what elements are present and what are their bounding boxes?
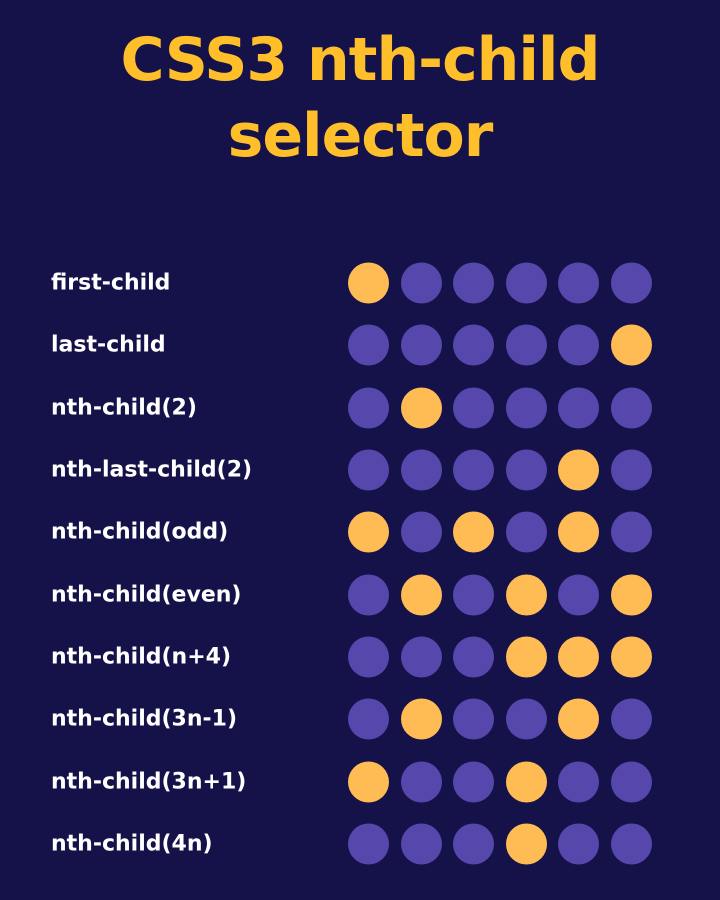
child-dots <box>348 449 652 491</box>
child-dot <box>453 761 494 803</box>
selector-label: nth-child(even) <box>51 582 242 608</box>
selector-label: first-child <box>51 270 171 296</box>
selector-row: nth-child(4n) <box>0 813 720 875</box>
child-dots <box>348 823 652 865</box>
selected-child-dot <box>400 574 442 616</box>
child-dot <box>453 387 494 429</box>
selector-label: nth-child(3n-1) <box>51 706 238 732</box>
child-dots <box>348 387 652 429</box>
selected-child-dot <box>610 574 652 616</box>
selector-row: nth-child(odd) <box>0 501 720 563</box>
child-dot <box>558 324 599 366</box>
title-line-2: selector <box>227 101 494 171</box>
child-dot <box>400 449 442 491</box>
selected-child-dot <box>348 761 389 803</box>
selector-label: nth-last-child(2) <box>51 457 253 483</box>
child-dot <box>400 636 442 678</box>
child-dot <box>348 324 389 366</box>
child-dots <box>348 511 652 553</box>
selected-child-dot <box>610 324 652 366</box>
child-dot <box>453 324 494 366</box>
selected-child-dot <box>558 698 599 740</box>
selector-label: nth-child(n+4) <box>51 644 232 670</box>
selected-child-dot <box>558 449 599 491</box>
title-line-1: CSS3 nth-child <box>120 25 601 95</box>
child-dot <box>505 262 547 304</box>
child-dots <box>348 761 652 803</box>
selector-rows: first-child last-child nth-child(2) nth-las… <box>0 252 720 875</box>
child-dot <box>610 511 652 553</box>
child-dots <box>348 698 652 740</box>
child-dot <box>400 823 442 865</box>
child-dot <box>610 761 652 803</box>
child-dot <box>505 449 547 491</box>
child-dot <box>610 387 652 429</box>
selected-child-dot <box>558 636 599 678</box>
selector-label: nth-child(2) <box>51 395 197 421</box>
child-dot <box>453 262 494 304</box>
child-dot <box>453 449 494 491</box>
child-dot <box>505 324 547 366</box>
selected-child-dot <box>505 823 547 865</box>
child-dot <box>610 698 652 740</box>
child-dot <box>400 262 442 304</box>
child-dot <box>558 823 599 865</box>
child-dot <box>348 636 389 678</box>
selector-row: nth-child(3n+1) <box>0 750 720 812</box>
child-dot <box>505 511 547 553</box>
selector-label: nth-child(4n) <box>51 831 213 857</box>
child-dot <box>610 262 652 304</box>
selector-row: nth-last-child(2) <box>0 439 720 501</box>
selector-row: first-child <box>0 252 720 314</box>
child-dot <box>348 698 389 740</box>
selector-row: last-child <box>0 314 720 376</box>
child-dot <box>348 823 389 865</box>
selected-child-dot <box>453 511 494 553</box>
child-dot <box>610 823 652 865</box>
child-dot <box>558 574 599 616</box>
selected-child-dot <box>558 511 599 553</box>
selected-child-dot <box>610 636 652 678</box>
child-dots <box>348 324 652 366</box>
selector-row: nth-child(n+4) <box>0 626 720 688</box>
selector-label: nth-child(odd) <box>51 519 229 545</box>
child-dot <box>558 761 599 803</box>
child-dot <box>400 761 442 803</box>
selected-child-dot <box>505 761 547 803</box>
child-dot <box>453 698 494 740</box>
selector-label: nth-child(3n+1) <box>51 769 247 795</box>
child-dot <box>453 574 494 616</box>
child-dots <box>348 574 652 616</box>
child-dot <box>400 324 442 366</box>
selected-child-dot <box>505 574 547 616</box>
child-dots <box>348 262 652 304</box>
child-dot <box>505 698 547 740</box>
child-dot <box>348 574 389 616</box>
child-dot <box>400 511 442 553</box>
selected-child-dot <box>400 387 442 429</box>
child-dot <box>610 449 652 491</box>
child-dot <box>558 262 599 304</box>
selector-row: nth-child(3n-1) <box>0 688 720 750</box>
child-dot <box>348 449 389 491</box>
child-dots <box>348 636 652 678</box>
selector-row: nth-child(even) <box>0 563 720 625</box>
selected-child-dot <box>348 511 389 553</box>
child-dot <box>348 387 389 429</box>
page-title: CSS3 nth-child selector <box>0 22 720 174</box>
selected-child-dot <box>505 636 547 678</box>
child-dot <box>558 387 599 429</box>
selected-child-dot <box>400 698 442 740</box>
child-dot <box>505 387 547 429</box>
child-dot <box>453 636 494 678</box>
selected-child-dot <box>348 262 389 304</box>
child-dot <box>453 823 494 865</box>
selector-label: last-child <box>51 332 166 358</box>
selector-row: nth-child(2) <box>0 377 720 439</box>
